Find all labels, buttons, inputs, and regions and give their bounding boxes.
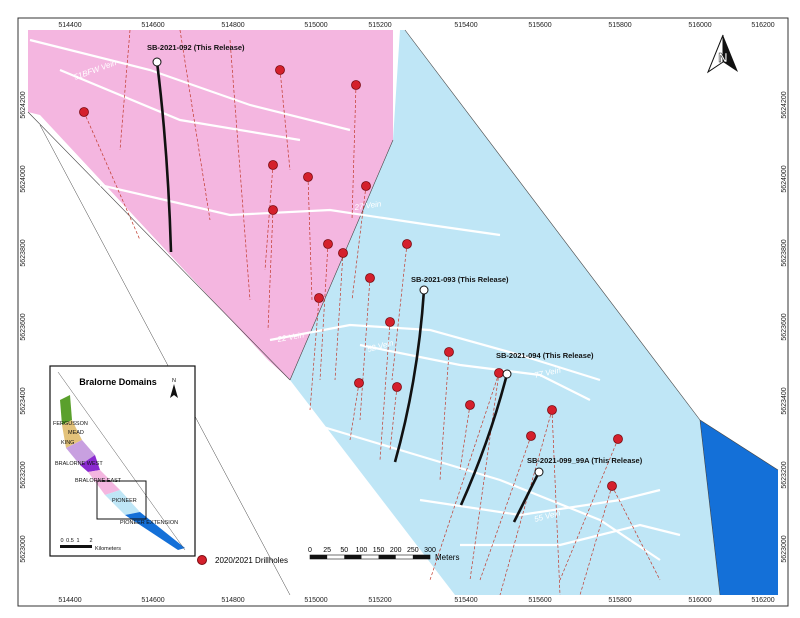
- easting-label: 514800: [221, 22, 244, 29]
- easting-label: 515000: [304, 22, 327, 29]
- easting-label: 515200: [368, 597, 391, 604]
- easting-label: 514800: [221, 597, 244, 604]
- inset-scale-unit: Kilometers: [95, 546, 121, 552]
- inset-scale-tick: 1: [76, 538, 79, 544]
- easting-label: 514600: [141, 597, 164, 604]
- northing-label: 5623200: [781, 461, 788, 488]
- legend-label: 2020/2021 Drillholes: [215, 556, 288, 565]
- scale-tick: 300: [424, 547, 436, 554]
- easting-label: 514600: [141, 22, 164, 29]
- domain-label: FERGUSSON: [53, 421, 88, 427]
- scale-tick: 100: [356, 547, 368, 554]
- drillhole-label: SB-2021-094 (This Release): [496, 351, 594, 360]
- inset-scale-tick: 2: [89, 538, 92, 544]
- northing-label: 5623600: [20, 313, 27, 340]
- domain-label: BRALORNE EAST: [75, 478, 122, 484]
- easting-label: 515800: [608, 597, 631, 604]
- vein-label: 27 Vein: [353, 199, 382, 212]
- drillhole-label: SB-2021-093 (This Release): [411, 275, 509, 284]
- map-area: SB-2021-092 (This Release) SB-2021-093 (…: [27, 29, 779, 596]
- scale-tick: 200: [390, 547, 402, 554]
- north-label: N: [718, 50, 727, 65]
- scale-tick: 250: [407, 547, 419, 554]
- inset-scale-tick: 0: [60, 538, 63, 544]
- scale-tick: 0: [308, 547, 312, 554]
- easting-label: 514400: [58, 597, 81, 604]
- domain-label: MEAD: [68, 430, 84, 436]
- scale-tick: 50: [340, 547, 348, 554]
- north-arrow: N: [706, 34, 738, 74]
- northing-label: 5624000: [20, 165, 27, 192]
- northing-label: 5624200: [20, 91, 27, 118]
- scale-unit: Meters: [435, 553, 459, 562]
- easting-label: 515200: [368, 22, 391, 29]
- inset-title: Bralorne Domains: [79, 377, 157, 387]
- northing-label: 5623000: [20, 535, 27, 562]
- northing-label: 5623800: [20, 239, 27, 266]
- domain-label: PIONEER EXTENSION: [120, 520, 178, 526]
- scale-segment: [344, 555, 362, 559]
- easting-label: 516000: [688, 22, 711, 29]
- easting-label: 516200: [751, 22, 774, 29]
- northing-label: 5623400: [20, 387, 27, 414]
- scale-tick: 25: [323, 547, 331, 554]
- northing-label: 5624000: [781, 165, 788, 192]
- scale-tick: 150: [373, 547, 385, 554]
- easting-label: 514400: [58, 22, 81, 29]
- northing-label: 5623400: [781, 387, 788, 414]
- domain-label: KING: [61, 440, 74, 446]
- easting-label: 515600: [528, 597, 551, 604]
- northing-label: 5623200: [20, 461, 27, 488]
- inset-map: Bralorne Domains N FERGUSSON MEAD KING B…: [49, 365, 196, 557]
- northing-label: 5623800: [781, 239, 788, 266]
- scale-segment: [378, 555, 396, 559]
- easting-label: 515000: [304, 597, 327, 604]
- inset-scale-tick: 0.5: [66, 538, 74, 544]
- easting-label: 516200: [751, 597, 774, 604]
- easting-label: 515400: [454, 22, 477, 29]
- drillhole-label: SB-2021-092 (This Release): [147, 43, 245, 52]
- scale-segment: [310, 555, 328, 559]
- northing-label: 5623000: [781, 535, 788, 562]
- easting-label: 515400: [454, 597, 477, 604]
- domain-label: PIONEER: [112, 498, 137, 504]
- easting-label: 516000: [688, 597, 711, 604]
- inset-north: N: [172, 378, 176, 384]
- scale-segment: [412, 555, 430, 559]
- northing-label: 5623600: [781, 313, 788, 340]
- easting-label: 515600: [528, 22, 551, 29]
- drillhole-label: SB-2021-099_99A (This Release): [527, 456, 643, 465]
- easting-label: 515800: [608, 22, 631, 29]
- northing-label: 5624200: [781, 91, 788, 118]
- domain-label: BRALORNE WEST: [55, 461, 103, 467]
